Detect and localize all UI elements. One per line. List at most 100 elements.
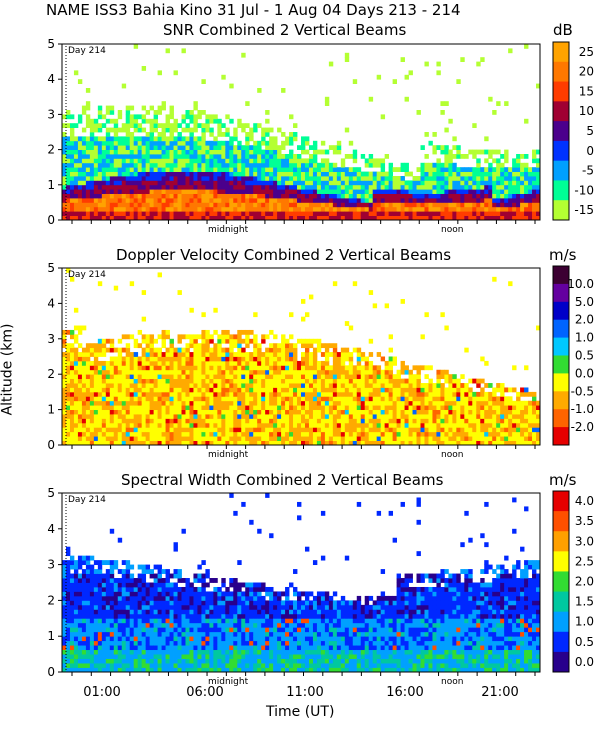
heatmap-cell: [440, 189, 445, 194]
heatmap-cell: [316, 171, 322, 177]
heatmap-cell: [85, 352, 91, 357]
heatmap-cell: [420, 427, 425, 433]
heatmap-cell: [237, 396, 242, 402]
heatmap-cell: [324, 198, 330, 203]
heatmap-cell: [281, 171, 286, 177]
heatmap-cell: [396, 427, 401, 433]
heatmap-cell: [241, 171, 246, 177]
heatmap-cell: [225, 347, 230, 353]
heatmap-cell: [145, 162, 151, 168]
heatmap-cell: [81, 613, 87, 619]
heatmap-cell: [73, 569, 79, 574]
heatmap-cell: [133, 436, 139, 441]
heatmap-cell: [332, 422, 338, 428]
heatmap-cell: [528, 176, 533, 181]
heatmap-cell: [65, 329, 71, 335]
heatmap-cell: [380, 369, 386, 375]
heatmap-cell: [65, 414, 71, 419]
heatmap-cell: [193, 387, 198, 393]
heatmap-cell: [161, 387, 166, 393]
heatmap-cell: [77, 578, 83, 583]
heatmap-cell: [141, 347, 147, 353]
heatmap-cell: [352, 436, 358, 441]
heatmap-cell: [432, 206, 437, 212]
colorbar-swatch: [553, 373, 569, 392]
heatmap-cell: [376, 352, 382, 357]
heatmap-cell: [360, 391, 366, 397]
heatmap-cell: [289, 162, 294, 168]
heatmap-cell: [137, 365, 143, 371]
heatmap-cell: [460, 211, 465, 216]
heatmap-cell: [241, 180, 246, 186]
heatmap-cell: [109, 105, 115, 111]
heatmap-cell: [324, 418, 330, 424]
heatmap-cell: [376, 211, 382, 216]
heatmap-cell: [293, 158, 298, 164]
heatmap-cell: [77, 360, 83, 366]
heatmap-cell: [173, 431, 178, 437]
heatmap-cell: [516, 206, 521, 212]
heatmap-cell: [440, 198, 445, 203]
heatmap-cell: [62, 145, 67, 150]
heatmap-cell: [105, 369, 111, 375]
heatmap-cell: [324, 347, 330, 353]
heatmap-cell: [448, 427, 453, 433]
heatmap-cell: [237, 440, 242, 446]
heatmap-cell: [253, 422, 258, 428]
heatmap-cell: [181, 48, 186, 54]
heatmap-cell: [524, 409, 529, 415]
heatmap-cell: [149, 356, 155, 362]
heatmap-cell: [97, 365, 103, 371]
heatmap-cell: [488, 215, 493, 221]
heatmap-cell: [332, 365, 338, 371]
heatmap-cell: [62, 649, 67, 655]
heatmap-cell: [301, 184, 306, 190]
heatmap-cell: [69, 396, 75, 402]
heatmap-cell: [460, 176, 465, 181]
heatmap-cell: [448, 391, 453, 397]
heatmap-cell: [77, 365, 83, 371]
heatmap-cell: [380, 374, 386, 380]
heatmap-cell: [404, 215, 409, 221]
heatmap-cell: [233, 215, 238, 221]
heatmap-cell: [101, 206, 107, 212]
heatmap-cell: [368, 431, 374, 437]
heatmap-cell: [141, 383, 147, 388]
heatmap-cell: [81, 622, 87, 628]
heatmap-cell: [532, 431, 537, 437]
heatmap-cell: [193, 206, 198, 212]
heatmap-cell: [125, 184, 131, 190]
heatmap-cell: [193, 127, 198, 133]
heatmap-cell: [388, 418, 394, 424]
heatmap-cell: [97, 396, 103, 402]
heatmap-cell: [496, 189, 501, 194]
heatmap-cell: [344, 202, 350, 208]
heatmap-cell: [101, 383, 107, 388]
heatmap-cell: [165, 365, 170, 371]
heatmap-cell: [452, 171, 457, 177]
heatmap-cell: [77, 79, 83, 84]
heatmap-cell: [105, 127, 111, 133]
heatmap-cell: [249, 338, 254, 344]
heatmap-cell: [432, 422, 437, 428]
heatmap-cell: [229, 140, 234, 146]
heatmap-cell: [241, 198, 246, 203]
heatmap-cell: [508, 211, 513, 216]
heatmap-cell: [62, 391, 67, 397]
heatmap-cell: [185, 360, 190, 366]
heatmap-cell: [308, 189, 314, 194]
heatmap-cell: [273, 193, 278, 199]
heatmap-cell: [177, 149, 182, 155]
heatmap-cell: [145, 369, 151, 375]
heatmap-cell: [408, 387, 413, 393]
heatmap-cell: [253, 431, 258, 437]
heatmap-cell: [508, 215, 513, 221]
heatmap-cell: [468, 427, 473, 433]
heatmap-cell: [344, 356, 350, 362]
heatmap-cell: [289, 171, 294, 177]
heatmap-cell: [273, 149, 278, 155]
heatmap-cell: [336, 352, 342, 357]
heatmap-cell: [73, 573, 79, 579]
heatmap-cell: [137, 405, 143, 411]
heatmap-cell: [161, 202, 166, 208]
